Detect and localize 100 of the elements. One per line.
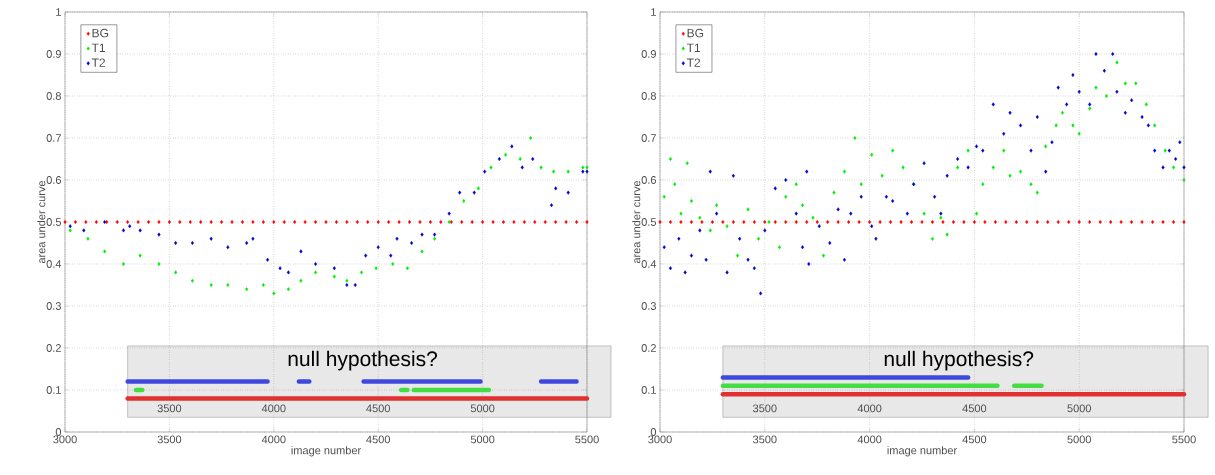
point <box>1071 123 1075 128</box>
point <box>1044 144 1048 149</box>
point <box>303 220 307 224</box>
point <box>721 220 725 224</box>
annotation: null hypothesis? <box>884 350 1034 371</box>
y-tick-label: 0.9 <box>46 50 61 58</box>
point <box>991 165 995 170</box>
x2-tick-label: 5000 <box>1067 404 1091 413</box>
point <box>585 169 589 174</box>
point <box>128 224 132 229</box>
point <box>1140 220 1144 224</box>
point <box>566 190 570 195</box>
point <box>983 220 987 224</box>
point <box>1014 220 1018 224</box>
point <box>945 232 949 237</box>
point <box>251 220 255 224</box>
point <box>1002 148 1006 153</box>
point <box>174 270 178 275</box>
point <box>731 220 735 224</box>
x-tick-label: 5000 <box>1067 435 1091 444</box>
point <box>410 241 414 245</box>
point <box>746 207 750 212</box>
point <box>314 262 318 266</box>
point <box>389 253 393 258</box>
point <box>157 262 161 266</box>
point <box>878 220 882 224</box>
point <box>447 211 451 216</box>
y-tick-label: 0.6 <box>46 176 61 184</box>
point <box>1088 106 1092 111</box>
point <box>842 169 847 174</box>
point <box>685 161 689 166</box>
point <box>157 220 161 224</box>
point <box>510 144 514 149</box>
point <box>282 220 286 224</box>
point <box>121 262 126 266</box>
point <box>483 169 487 174</box>
point <box>689 199 693 203</box>
point <box>68 224 72 229</box>
x-tick-label: 4500 <box>962 435 987 444</box>
point <box>859 182 863 187</box>
point <box>376 220 380 224</box>
point <box>715 203 719 208</box>
point <box>539 165 543 170</box>
point <box>1077 220 1081 224</box>
y-tick-label: 0.9 <box>641 50 656 58</box>
point <box>533 220 537 224</box>
point <box>397 220 401 224</box>
x2-tick-label: 4500 <box>366 404 390 413</box>
x-tick-label: 4000 <box>261 435 286 444</box>
point <box>458 190 462 195</box>
point <box>491 220 495 224</box>
point <box>353 283 357 287</box>
point <box>1008 173 1012 178</box>
point <box>1123 81 1127 86</box>
x2-tick-label: 3500 <box>157 404 182 413</box>
point <box>700 220 704 224</box>
point <box>543 220 547 224</box>
point <box>1130 220 1134 224</box>
point <box>847 220 851 224</box>
point <box>226 283 230 287</box>
point <box>272 220 276 224</box>
point <box>581 165 585 170</box>
x-tick-label: 4000 <box>857 435 882 444</box>
point <box>73 220 77 224</box>
point <box>1134 81 1138 86</box>
x-tick-label: 5500 <box>1172 435 1196 444</box>
point <box>1025 220 1029 224</box>
point <box>299 249 303 254</box>
point <box>68 228 72 233</box>
point <box>420 232 424 237</box>
point <box>251 236 255 241</box>
point <box>1004 220 1008 224</box>
point <box>909 220 914 224</box>
y-tick-label: 0.1 <box>641 386 656 394</box>
point <box>1182 220 1186 224</box>
point <box>489 165 493 170</box>
point <box>1119 220 1123 224</box>
point <box>794 220 798 224</box>
point <box>891 148 895 153</box>
point <box>405 266 409 271</box>
point <box>552 169 556 174</box>
point <box>345 278 349 283</box>
point <box>668 157 673 161</box>
point <box>777 245 782 250</box>
point <box>84 220 88 224</box>
point <box>265 257 270 262</box>
point <box>868 220 872 224</box>
point <box>857 220 861 224</box>
point <box>1060 110 1064 115</box>
point <box>1046 220 1050 224</box>
point <box>366 220 370 224</box>
point <box>1153 123 1157 128</box>
x2-tick-label: 4500 <box>962 404 987 413</box>
point <box>767 220 771 224</box>
point <box>512 220 516 224</box>
point <box>190 278 194 283</box>
point <box>784 194 788 199</box>
point <box>345 283 349 287</box>
point <box>1077 131 1081 136</box>
point <box>832 190 836 195</box>
